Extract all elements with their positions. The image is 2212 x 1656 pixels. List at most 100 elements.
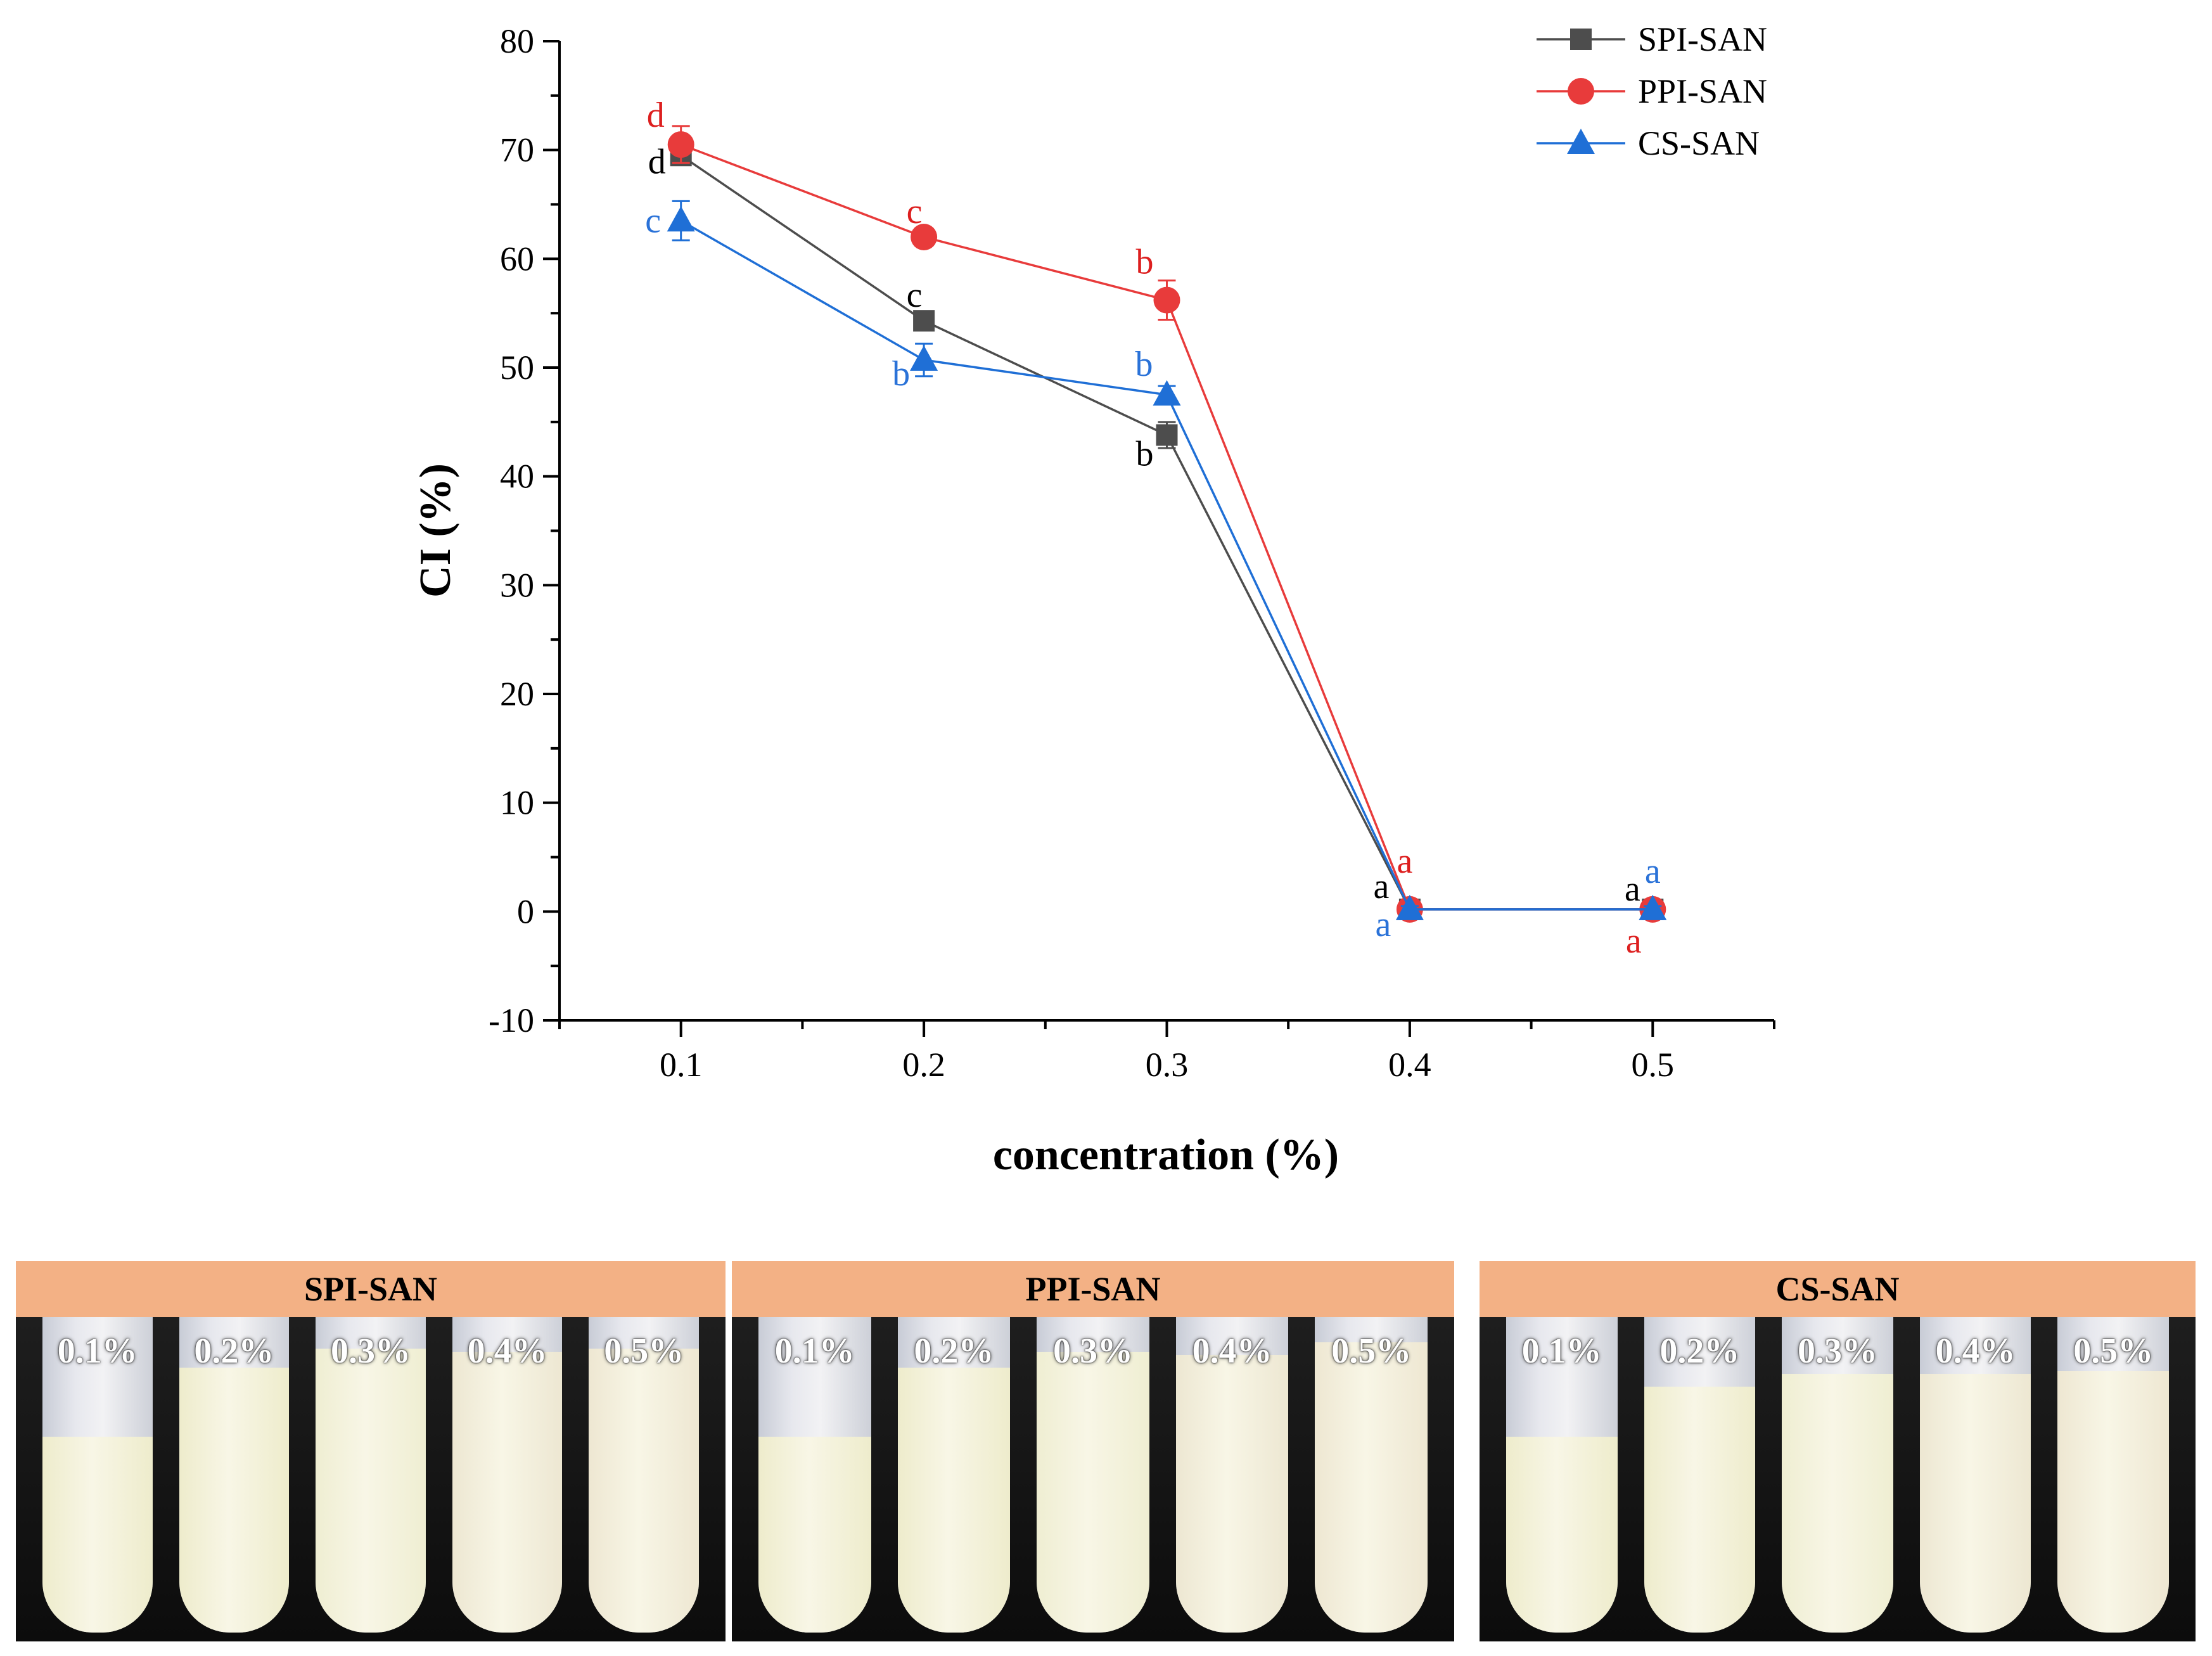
significance-letter: a bbox=[1625, 870, 1640, 909]
concentration-label: 0.4% bbox=[467, 1332, 547, 1371]
emulsion-layer bbox=[1782, 1373, 1893, 1633]
series-line bbox=[680, 219, 1653, 911]
emulsion-layer bbox=[1919, 1373, 2031, 1633]
significance-letter: a bbox=[1626, 921, 1642, 961]
legend-label: SPI-SAN bbox=[1638, 20, 1767, 58]
y-axis-label: CI (%) bbox=[411, 463, 460, 598]
emulsion-layer bbox=[1644, 1386, 1756, 1633]
photo-panel-ppi-san: PPI-SAN 0.1% 0.2% 0.3% 0.4% 0.5% bbox=[732, 1261, 1454, 1641]
photo-body: 0.1% 0.2% 0.3% 0.4% 0.5% bbox=[1480, 1317, 2196, 1641]
panel-header: SPI-SAN bbox=[16, 1261, 726, 1317]
data-point bbox=[667, 206, 695, 232]
x-tick-label: 0.1 bbox=[660, 1046, 703, 1084]
significance-letter: c bbox=[907, 276, 923, 315]
data-point bbox=[910, 345, 938, 371]
legend-marker bbox=[1570, 29, 1592, 50]
data-point bbox=[1639, 894, 1667, 920]
test-tube: 0.1% bbox=[1506, 1317, 1618, 1633]
significance-letter: d bbox=[647, 96, 665, 135]
significance-letter: a bbox=[1373, 867, 1389, 906]
test-tube: 0.4% bbox=[1919, 1317, 2031, 1633]
photo-panel-cs-san: CS-SAN 0.1% 0.2% 0.3% 0.4% 0.5% bbox=[1480, 1261, 2196, 1641]
series-line bbox=[680, 154, 1653, 911]
concentration-label: 0.3% bbox=[330, 1332, 411, 1371]
x-tick-label: 0.3 bbox=[1146, 1046, 1189, 1084]
emulsion-layer bbox=[2057, 1370, 2169, 1633]
significance-letter: d bbox=[648, 142, 666, 181]
emulsion-layer bbox=[758, 1437, 871, 1633]
legend-label: PPI-SAN bbox=[1638, 72, 1767, 110]
concentration-label: 0.1% bbox=[57, 1332, 137, 1371]
y-tick-label: 40 bbox=[500, 458, 534, 496]
data-point bbox=[667, 131, 694, 158]
y-tick-label: 0 bbox=[517, 892, 534, 930]
data-point bbox=[911, 224, 938, 250]
panel-header: PPI-SAN bbox=[732, 1261, 1454, 1317]
series-ppi-san bbox=[667, 125, 1666, 923]
significance-letter: b bbox=[1136, 434, 1154, 473]
test-tube: 0.1% bbox=[42, 1317, 153, 1633]
y-tick-label: 80 bbox=[500, 22, 534, 60]
data-point bbox=[913, 310, 935, 332]
test-tube: 0.5% bbox=[1315, 1317, 1428, 1633]
concentration-label: 0.5% bbox=[2073, 1332, 2154, 1371]
concentration-label: 0.5% bbox=[1331, 1332, 1412, 1371]
y-tick-label: 50 bbox=[500, 349, 534, 387]
emulsion-layer bbox=[1175, 1354, 1289, 1633]
concentration-label: 0.1% bbox=[1521, 1332, 1602, 1371]
concentration-label: 0.2% bbox=[194, 1332, 274, 1371]
emulsion-layer bbox=[452, 1351, 563, 1633]
series-spi-san bbox=[670, 144, 1664, 920]
significance-letter: a bbox=[1375, 905, 1391, 944]
test-tube: 0.1% bbox=[758, 1317, 871, 1633]
data-point bbox=[1153, 380, 1181, 406]
concentration-label: 0.4% bbox=[1192, 1332, 1272, 1371]
test-tube: 0.2% bbox=[897, 1317, 1011, 1633]
panel-title: PPI-SAN bbox=[1025, 1270, 1161, 1308]
panel-title: CS-SAN bbox=[1775, 1270, 1900, 1308]
emulsion-layer bbox=[42, 1437, 153, 1633]
significance-letter: c bbox=[907, 192, 923, 231]
legend-marker bbox=[1568, 78, 1594, 105]
series-cs-san bbox=[667, 200, 1667, 920]
legend-label: CS-SAN bbox=[1638, 124, 1760, 162]
photo-body: 0.1% 0.2% 0.3% 0.4% 0.5% bbox=[16, 1317, 726, 1641]
emulsion-layer bbox=[897, 1367, 1011, 1633]
test-tube: 0.5% bbox=[2057, 1317, 2169, 1633]
x-axis-label: concentration (%) bbox=[993, 1131, 1339, 1179]
test-tube: 0.4% bbox=[452, 1317, 563, 1633]
emulsion-layer bbox=[1037, 1351, 1149, 1633]
x-tick-label: 0.4 bbox=[1388, 1046, 1431, 1084]
x-tick-label: 0.2 bbox=[902, 1046, 945, 1084]
concentration-label: 0.2% bbox=[914, 1332, 994, 1371]
test-tube: 0.5% bbox=[589, 1317, 699, 1633]
significance-letter: b bbox=[1136, 243, 1154, 282]
y-tick-label: 30 bbox=[500, 566, 534, 604]
emulsion-layer bbox=[1506, 1437, 1618, 1633]
concentration-label: 0.2% bbox=[1659, 1332, 1740, 1371]
concentration-label: 0.3% bbox=[1052, 1332, 1133, 1371]
concentration-label: 0.5% bbox=[604, 1332, 684, 1371]
data-point bbox=[1395, 894, 1424, 920]
panel-header: CS-SAN bbox=[1480, 1261, 2196, 1317]
test-tube: 0.3% bbox=[1037, 1317, 1149, 1633]
test-tube: 0.4% bbox=[1175, 1317, 1289, 1633]
significance-letter: a bbox=[1397, 842, 1412, 881]
data-point bbox=[1156, 424, 1178, 446]
photo-panel-spi-san: SPI-SAN 0.1% 0.2% 0.3% 0.4% 0.5% bbox=[16, 1261, 726, 1641]
significance-letter: c bbox=[645, 201, 661, 240]
significance-letter: b bbox=[1135, 345, 1153, 384]
series-line bbox=[681, 143, 1653, 911]
y-tick-label: 20 bbox=[500, 675, 534, 713]
legend: SPI-SAN PPI-SAN CS-SAN bbox=[1537, 20, 1767, 162]
legend-marker bbox=[1567, 129, 1595, 154]
emulsion-layer bbox=[316, 1348, 426, 1633]
panel-title: SPI-SAN bbox=[304, 1270, 438, 1308]
x-tick-label: 0.5 bbox=[1632, 1046, 1675, 1084]
emulsion-layer bbox=[179, 1367, 290, 1633]
significance-letter: b bbox=[892, 354, 910, 394]
concentration-label: 0.3% bbox=[1797, 1332, 1877, 1371]
emulsion-layer bbox=[589, 1348, 699, 1633]
y-tick-label: 10 bbox=[500, 784, 534, 822]
